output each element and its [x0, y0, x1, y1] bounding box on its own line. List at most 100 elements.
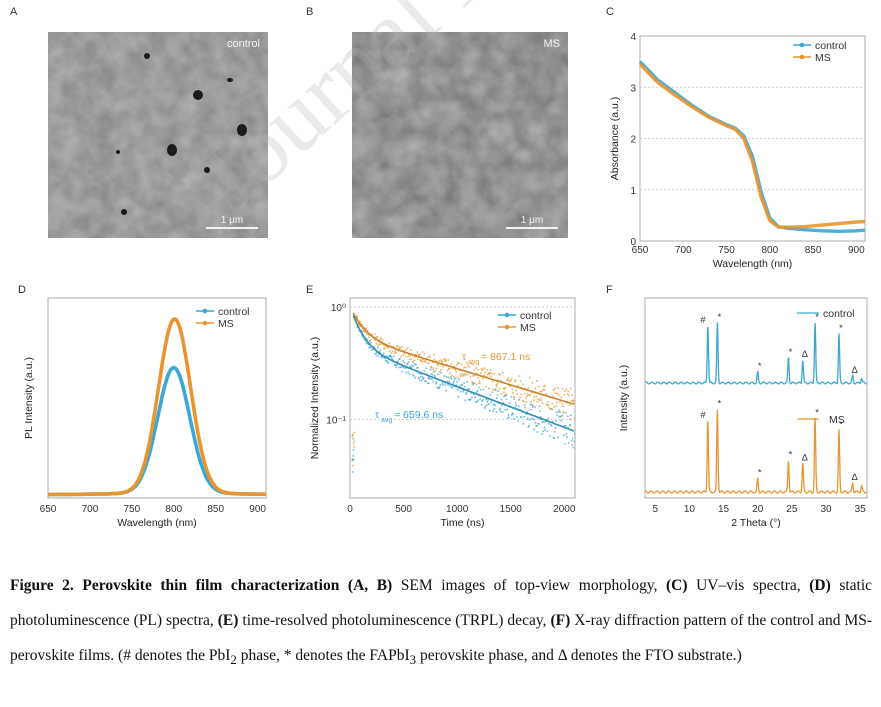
- data-point: [416, 351, 418, 353]
- series-line-MS: [638, 63, 866, 229]
- data-point: [461, 372, 463, 375]
- data-point: [406, 362, 409, 365]
- caption-heading: Perovskite thin film characterization: [82, 577, 340, 594]
- data-point: [496, 394, 499, 397]
- data-point: [478, 379, 481, 382]
- data-point: [434, 370, 436, 372]
- y-tick-label: 10⁰: [331, 303, 346, 314]
- data-point: [533, 395, 535, 398]
- data-point: [489, 369, 492, 371]
- data-point: [439, 384, 442, 386]
- data-point: [572, 446, 575, 449]
- data-point: [432, 380, 435, 383]
- data-point: [479, 398, 481, 401]
- data-point: [557, 387, 559, 389]
- data-point: [428, 355, 431, 357]
- data-point: [392, 350, 394, 352]
- data-point: [494, 389, 497, 392]
- data-point: [424, 380, 427, 382]
- data-point: [440, 360, 443, 362]
- chart-f-xrd: 5 10 15 20 25 30 35 2 Theta (°) Intensity (a.u.)…: [618, 297, 868, 529]
- data-point: [404, 367, 407, 369]
- data-point: [361, 336, 364, 338]
- data-point: [431, 366, 433, 369]
- peak-marker: Δ: [851, 472, 858, 483]
- data-point: [368, 340, 371, 342]
- data-point: [520, 416, 523, 419]
- data-point: [488, 387, 490, 390]
- chart-c-uv-vis: 0 1 2 3 4 650 700 750 800 850 900 Wavelength (nm) Ab…: [609, 32, 866, 270]
- data-point: [434, 376, 436, 379]
- data-point: [559, 411, 561, 413]
- data-point: [394, 350, 397, 352]
- data-point: [486, 369, 489, 371]
- x-tick-label: 25: [786, 504, 798, 515]
- data-point: [529, 394, 532, 396]
- data-point: [527, 426, 530, 428]
- x-tick-label: 2000: [553, 504, 576, 515]
- data-point: [444, 384, 447, 386]
- data-point: [482, 368, 485, 370]
- data-point: [496, 397, 498, 399]
- data-point: [551, 408, 553, 411]
- data-point: [407, 355, 409, 358]
- caption-c: (C): [666, 577, 688, 594]
- tau-sub-ms: avg: [468, 359, 479, 366]
- data-point: [485, 386, 487, 388]
- data-point: [560, 396, 562, 399]
- data-point: [440, 369, 442, 371]
- data-point: [395, 345, 398, 348]
- data-point: [535, 395, 537, 398]
- data-point: [410, 367, 413, 369]
- data-point: [483, 367, 486, 369]
- data-point: [568, 442, 570, 444]
- data-point: [522, 383, 525, 386]
- data-point: [484, 371, 487, 374]
- data-point: [444, 358, 447, 360]
- data-point: [363, 330, 365, 332]
- data-point: [406, 363, 408, 366]
- data-point: [539, 397, 542, 399]
- data-point: [557, 436, 559, 439]
- data-point: [548, 406, 550, 409]
- data-point: [371, 334, 373, 336]
- data-point: [554, 431, 556, 433]
- data-point: [424, 360, 426, 362]
- data-point: [471, 396, 473, 399]
- data-point: [352, 434, 354, 436]
- data-point: [567, 390, 570, 392]
- data-point: [456, 380, 458, 383]
- data-point: [441, 382, 444, 385]
- legend-marker-1: [799, 54, 805, 60]
- plot-frame: [644, 297, 868, 499]
- data-point: [546, 404, 548, 407]
- data-point: [352, 438, 355, 440]
- data-point: [352, 464, 354, 467]
- data-point: [543, 421, 545, 423]
- data-point: [388, 342, 390, 344]
- panel-label-b: B: [306, 6, 314, 18]
- data-point: [437, 364, 440, 367]
- data-point: [544, 384, 546, 387]
- legend-marker-1: [202, 320, 208, 326]
- data-point: [433, 354, 435, 356]
- data-point: [532, 406, 534, 408]
- data-point: [505, 393, 508, 396]
- data-point: [431, 373, 434, 376]
- data-point: [472, 375, 474, 377]
- data-point: [352, 449, 355, 451]
- data-point: [514, 379, 517, 381]
- data-point: [423, 370, 426, 372]
- data-point: [542, 388, 544, 391]
- data-point: [525, 413, 528, 415]
- data-point: [478, 382, 480, 384]
- data-point: [493, 373, 496, 375]
- data-point: [499, 374, 501, 376]
- data-point: [402, 354, 404, 356]
- data-point: [511, 412, 514, 414]
- data-point: [555, 411, 558, 413]
- caption-t4: time-resolved photoluminescence (TRPL) d…: [242, 612, 547, 629]
- caption-figure: Figure 2.: [10, 577, 74, 594]
- data-point: [509, 385, 511, 387]
- data-point: [568, 394, 570, 397]
